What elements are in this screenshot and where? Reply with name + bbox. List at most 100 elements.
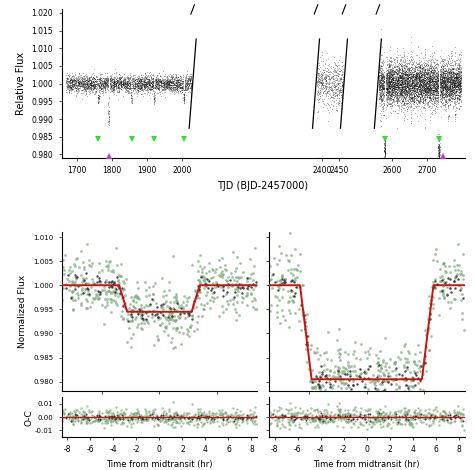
Point <box>440 80 447 87</box>
Point <box>325 72 332 79</box>
Point <box>107 77 115 84</box>
Point <box>71 79 79 87</box>
Point <box>455 83 462 91</box>
Point <box>432 72 440 79</box>
Point <box>434 81 442 89</box>
Point <box>449 69 456 77</box>
Point <box>427 78 435 86</box>
Point <box>115 84 123 92</box>
Point <box>438 82 445 90</box>
Point <box>154 81 161 88</box>
Point <box>164 420 172 427</box>
Point <box>381 140 388 147</box>
Point <box>105 119 112 126</box>
Point <box>416 70 424 77</box>
Point <box>335 346 342 353</box>
Point <box>380 72 388 80</box>
Point <box>406 64 413 72</box>
Point <box>420 92 428 99</box>
Point <box>137 81 144 89</box>
Point <box>391 358 399 366</box>
Point <box>90 81 97 88</box>
Point <box>404 71 412 79</box>
Point <box>74 78 82 86</box>
Point <box>181 78 189 85</box>
Point <box>408 96 416 103</box>
Point <box>143 78 151 85</box>
Point <box>437 76 444 83</box>
Point <box>413 69 420 77</box>
Point <box>419 96 427 104</box>
Point <box>439 85 447 92</box>
Point <box>202 292 210 299</box>
Point <box>421 87 428 95</box>
Point <box>382 155 389 163</box>
Point <box>314 75 322 83</box>
Point <box>70 78 77 86</box>
Point <box>215 271 223 279</box>
Point <box>444 93 451 100</box>
Point <box>130 84 138 92</box>
Point <box>82 80 90 87</box>
Point <box>114 274 121 281</box>
Point <box>336 67 344 74</box>
Point <box>420 86 428 94</box>
Point <box>390 75 397 83</box>
Point <box>422 62 429 69</box>
Point <box>91 413 99 421</box>
Point <box>442 101 449 108</box>
Point <box>416 95 423 103</box>
Point <box>403 72 411 79</box>
Point <box>446 78 453 86</box>
Point <box>344 409 352 417</box>
Point <box>127 334 135 342</box>
Point <box>132 76 139 84</box>
Point <box>104 287 111 294</box>
Point <box>448 94 456 102</box>
Point <box>129 412 137 419</box>
Point <box>407 91 415 98</box>
Point <box>421 80 428 88</box>
Point <box>300 414 307 421</box>
Point <box>158 79 165 86</box>
Point <box>94 94 102 102</box>
Point <box>427 61 435 69</box>
Point <box>232 411 240 419</box>
Point <box>451 85 458 93</box>
Point <box>380 82 387 90</box>
Point <box>429 82 437 89</box>
Point <box>449 64 456 71</box>
Point <box>378 65 386 72</box>
Point <box>197 415 204 423</box>
Point <box>130 80 138 87</box>
Point <box>104 110 112 118</box>
Point <box>137 76 145 83</box>
Point <box>68 73 75 81</box>
Point <box>238 415 246 423</box>
Point <box>430 90 438 97</box>
Point <box>384 88 392 95</box>
Point <box>95 93 102 101</box>
Point <box>410 87 418 95</box>
Point <box>397 406 405 414</box>
Point <box>153 80 160 87</box>
Point <box>127 423 135 431</box>
Point <box>453 87 460 95</box>
Point <box>426 62 434 70</box>
Point <box>419 54 427 62</box>
Point <box>154 83 161 91</box>
Point <box>96 75 103 82</box>
Point <box>403 70 410 78</box>
Point <box>388 411 395 419</box>
Point <box>408 93 416 100</box>
Point <box>450 76 458 83</box>
Point <box>456 73 463 81</box>
Point <box>196 279 204 286</box>
Point <box>134 81 141 89</box>
Point <box>429 407 437 414</box>
Point <box>446 74 453 81</box>
Point <box>454 99 462 106</box>
Point <box>322 85 330 92</box>
Point <box>69 78 76 85</box>
Point <box>456 80 464 87</box>
